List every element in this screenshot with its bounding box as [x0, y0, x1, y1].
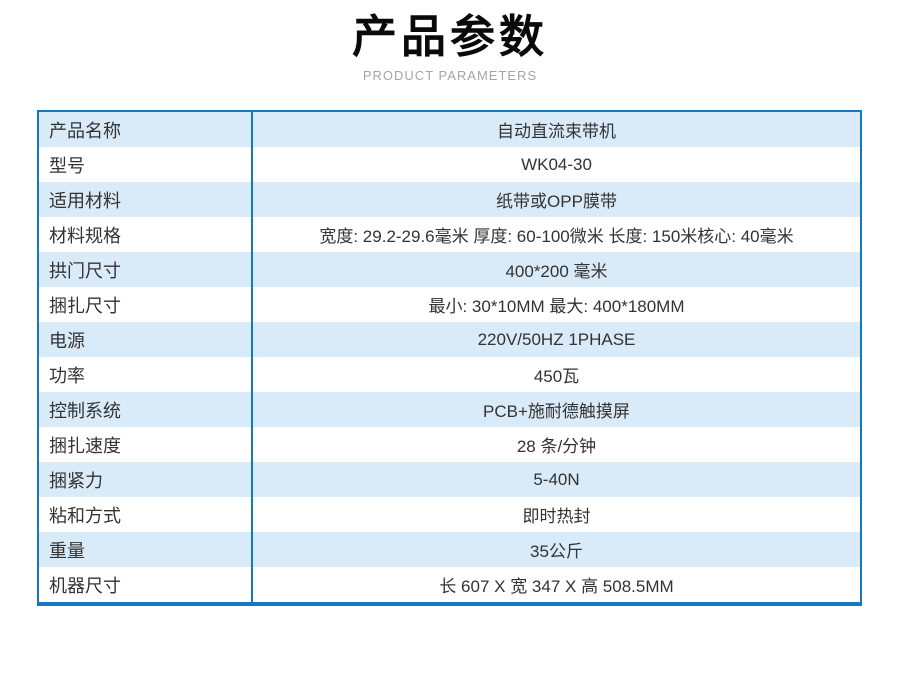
param-value: WK04-30	[521, 154, 592, 174]
table-row: 产品名称 自动直流束带机	[39, 112, 860, 147]
param-value: PCB+施耐德触摸屏	[483, 402, 630, 421]
param-value: 纸带或OPP膜带	[496, 192, 617, 211]
param-label: 捆紧力	[39, 462, 253, 497]
page-header: 产品参数 PRODUCT PARAMETERS	[0, 0, 900, 83]
spec-table: 产品名称 自动直流束带机 型号 WK04-30 适用材料 纸带或OPP膜带 材料…	[37, 110, 862, 606]
param-value: 宽度: 29.2-29.6毫米 厚度: 60-100微米 长度: 150米核心:…	[319, 227, 794, 246]
param-label: 电源	[39, 322, 253, 357]
param-value: 最小: 30*10MM 最大: 400*180MM	[428, 297, 685, 316]
param-value: 28 条/分钟	[516, 437, 597, 456]
table-row: 捆紧力 5-40N	[39, 462, 860, 497]
table-row: 型号 WK04-30	[39, 147, 860, 182]
table-row: 拱门尺寸 400*200 毫米	[39, 252, 860, 287]
param-label: 产品名称	[39, 112, 253, 147]
page-subtitle: PRODUCT PARAMETERS	[362, 67, 538, 83]
table-row: 控制系统 PCB+施耐德触摸屏	[39, 392, 860, 427]
param-label: 型号	[39, 147, 253, 182]
table-row: 功率 450瓦	[39, 357, 860, 392]
table-row: 捆扎速度 28 条/分钟	[39, 427, 860, 462]
table-row: 捆扎尺寸 最小: 30*10MM 最大: 400*180MM	[39, 287, 860, 322]
table-row: 重量 35公斤	[39, 532, 860, 567]
param-value: 450瓦	[533, 367, 580, 386]
param-label: 捆扎尺寸	[39, 287, 253, 322]
param-label: 捆扎速度	[39, 427, 253, 462]
table-row: 机器尺寸 长 607 X 宽 347 X 高 508.5MM	[39, 567, 860, 602]
param-value: 自动直流束带机	[497, 122, 616, 141]
table-row: 粘和方式 即时热封	[39, 497, 860, 532]
table-row: 电源 220V/50HZ 1PHASE	[39, 322, 860, 357]
param-label: 机器尺寸	[39, 567, 253, 602]
param-value: 即时热封	[522, 507, 591, 526]
param-label: 适用材料	[39, 182, 253, 217]
param-label: 功率	[39, 357, 253, 392]
param-label: 重量	[39, 532, 253, 567]
param-value: 长 607 X 宽 347 X 高 508.5MM	[439, 577, 674, 596]
page-title: 产品参数	[351, 11, 548, 62]
param-value: 5-40N	[533, 469, 580, 489]
param-label: 控制系统	[39, 392, 253, 427]
table-row: 适用材料 纸带或OPP膜带	[39, 182, 860, 217]
param-label: 拱门尺寸	[39, 252, 253, 287]
param-value: 400*200 毫米	[505, 262, 608, 281]
param-value: 35公斤	[530, 542, 583, 561]
param-label: 材料规格	[39, 217, 253, 252]
param-label: 粘和方式	[39, 497, 253, 532]
table-row: 材料规格 宽度: 29.2-29.6毫米 厚度: 60-100微米 长度: 15…	[39, 217, 860, 252]
param-value: 220V/50HZ 1PHASE	[477, 329, 636, 349]
